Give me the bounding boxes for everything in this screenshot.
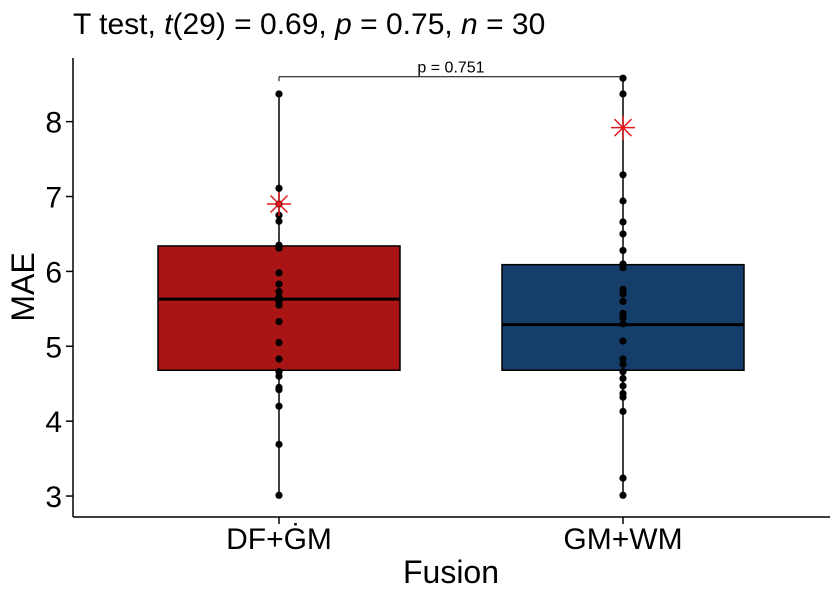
- data-point: [619, 382, 627, 390]
- data-point: [619, 355, 627, 363]
- y-axis-ticks: 3 4 5 6 7 8: [45, 107, 73, 514]
- data-point: [275, 280, 283, 288]
- y-tick-label: 8: [45, 107, 62, 140]
- data-point: [275, 244, 283, 252]
- y-tick-label: 7: [45, 182, 62, 215]
- data-point: [619, 171, 627, 179]
- data-point: [619, 246, 627, 255]
- x-axis-ticks: DF+ĠM GM+WM: [226, 517, 683, 556]
- data-point: [619, 337, 627, 345]
- data-point: [619, 491, 627, 499]
- data-point: [619, 314, 627, 322]
- data-point: [275, 184, 283, 192]
- data-point: [275, 90, 283, 98]
- data-point: [275, 402, 283, 410]
- data-point: [275, 372, 283, 380]
- data-point: [275, 491, 283, 499]
- mean-marker: [611, 115, 635, 140]
- data-point: [619, 393, 627, 401]
- y-tick-label: 3: [45, 481, 62, 514]
- data-point: [619, 264, 627, 272]
- data-point: [619, 320, 627, 328]
- data-point: [619, 374, 627, 383]
- data-point: [619, 197, 627, 205]
- comparison-p-label: p = 0.751: [417, 60, 484, 77]
- mean-marker-stroke: [269, 194, 289, 214]
- data-point: [619, 90, 627, 98]
- mean-marker: [267, 192, 291, 217]
- y-tick-label: 4: [45, 406, 62, 439]
- x-axis-title: Fusion: [403, 554, 499, 590]
- data-point: [619, 297, 627, 305]
- y-tick-label: 6: [45, 256, 62, 289]
- data-point: [275, 317, 283, 326]
- data-point: [619, 290, 627, 298]
- data-point: [619, 407, 627, 416]
- data-point: [275, 440, 283, 448]
- data-point: [619, 474, 627, 482]
- data-point: [275, 288, 283, 296]
- data-point: [619, 218, 627, 226]
- x-tick-label: DF+ĠM: [226, 523, 332, 556]
- data-point: [275, 355, 283, 363]
- chart-title: T test, t(29) = 0.69, p = 0.75, n = 30: [73, 8, 545, 41]
- y-axis-title: MAE: [5, 252, 41, 321]
- plot-area: p = 0.751: [157, 60, 745, 499]
- data-point: [275, 269, 283, 277]
- data-point: [619, 360, 627, 368]
- data-point: [275, 386, 283, 394]
- data-point: [275, 217, 283, 225]
- data-point: [619, 230, 627, 238]
- y-tick-label: 5: [45, 331, 62, 364]
- mean-marker-stroke: [613, 118, 633, 137]
- data-point: [275, 301, 283, 309]
- comparison-bracket: [278, 76, 624, 82]
- data-point: [275, 338, 283, 347]
- x-tick-label: GM+WM: [563, 523, 682, 556]
- data-point: [619, 368, 627, 376]
